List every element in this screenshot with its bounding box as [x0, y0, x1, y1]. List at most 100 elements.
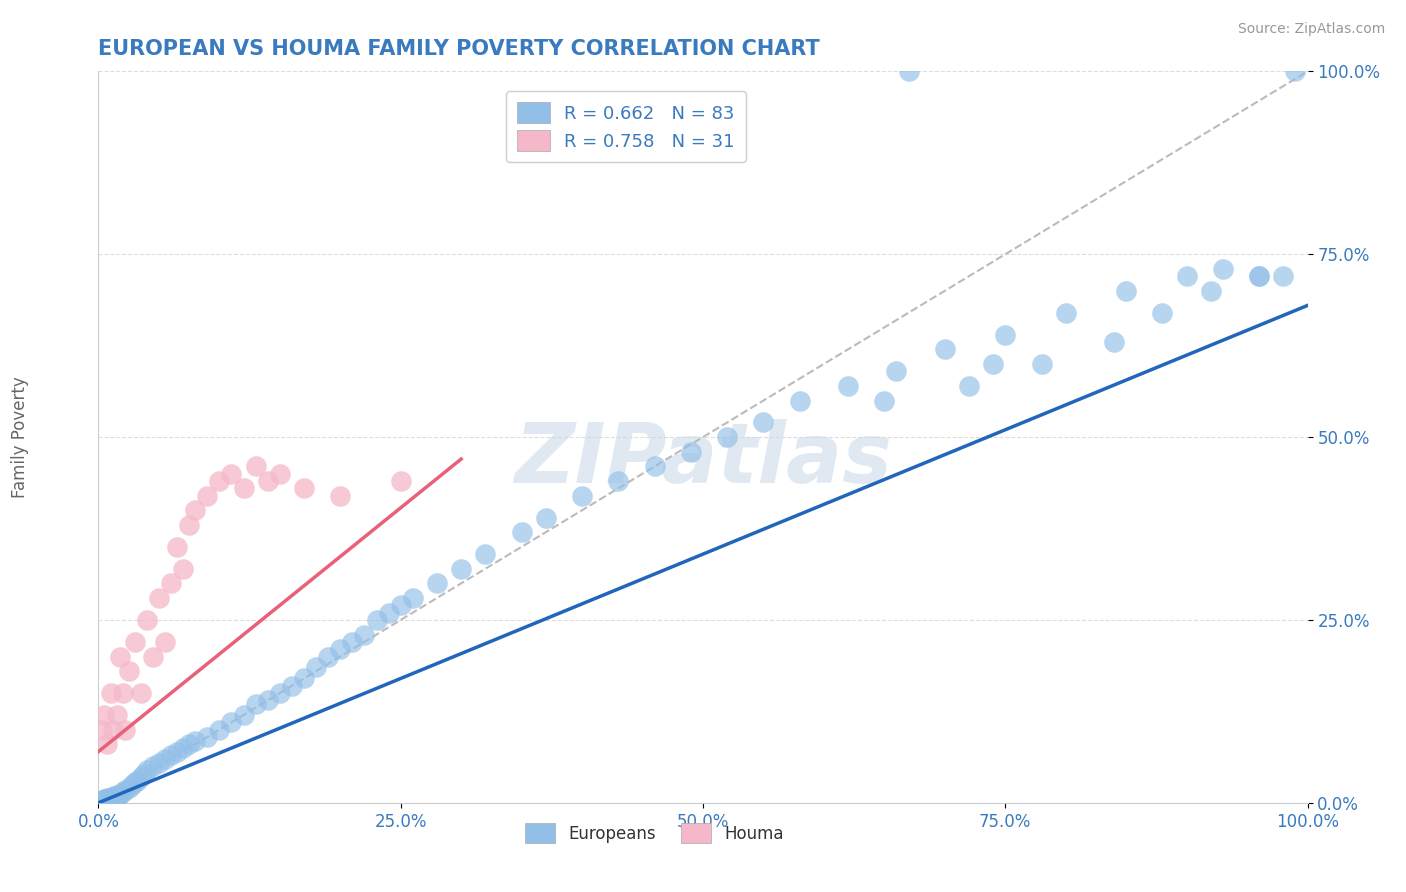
Point: [1199, 284, 1222, 298]
Point: [94, 794, 117, 808]
Text: ZIPatlas: ZIPatlas: [515, 418, 891, 500]
Point: [292, 672, 315, 686]
Point: [897, 64, 920, 78]
Point: [873, 393, 896, 408]
Point: [281, 679, 304, 693]
Point: [232, 708, 254, 723]
Point: [1152, 306, 1174, 320]
Point: [607, 474, 630, 488]
Point: [142, 759, 165, 773]
Point: [837, 379, 859, 393]
Point: [389, 474, 412, 488]
Point: [107, 789, 129, 804]
Point: [245, 459, 267, 474]
Point: [353, 627, 375, 641]
Point: [101, 791, 124, 805]
Point: [118, 664, 141, 678]
Point: [91, 723, 114, 737]
Point: [179, 737, 201, 751]
Point: [221, 715, 243, 730]
Point: [1249, 269, 1271, 284]
Point: [329, 642, 352, 657]
Point: [1115, 284, 1137, 298]
Point: [148, 591, 170, 605]
Point: [377, 606, 399, 620]
Point: [208, 723, 231, 737]
Point: [366, 613, 388, 627]
Point: [184, 503, 207, 517]
Point: [269, 686, 291, 700]
Point: [1272, 269, 1295, 284]
Point: [91, 793, 114, 807]
Point: [389, 599, 412, 613]
Point: [101, 723, 124, 737]
Point: [121, 778, 143, 792]
Point: [1175, 269, 1198, 284]
Point: [105, 789, 128, 803]
Point: [100, 792, 122, 806]
Point: [105, 708, 128, 723]
Point: [124, 635, 146, 649]
Point: [534, 510, 557, 524]
Point: [160, 576, 183, 591]
Point: [96, 737, 118, 751]
Point: [510, 525, 533, 540]
Point: [97, 793, 120, 807]
Point: [195, 489, 218, 503]
Point: [716, 430, 738, 444]
Point: [679, 444, 702, 458]
Point: [90, 794, 112, 808]
Point: [135, 763, 157, 777]
Point: [195, 730, 218, 744]
Point: [129, 770, 152, 784]
Point: [256, 474, 278, 488]
Point: [1102, 334, 1125, 349]
Point: [100, 789, 122, 804]
Point: [316, 649, 339, 664]
Point: [142, 649, 165, 664]
Point: [172, 740, 194, 755]
Point: [474, 547, 496, 561]
Point: [1212, 261, 1234, 276]
Point: [342, 635, 364, 649]
Point: [402, 591, 425, 605]
Point: [1054, 306, 1077, 320]
Point: [329, 489, 352, 503]
Point: [426, 576, 449, 591]
Point: [166, 745, 188, 759]
Point: [1031, 357, 1053, 371]
Point: [172, 562, 194, 576]
Point: [104, 790, 127, 805]
Point: [153, 635, 176, 649]
Point: [644, 459, 666, 474]
Point: [221, 467, 243, 481]
Point: [886, 364, 908, 378]
Point: [160, 748, 183, 763]
Point: [114, 782, 136, 797]
Point: [103, 789, 125, 804]
Point: [166, 540, 188, 554]
Point: [184, 733, 207, 747]
Point: [981, 357, 1004, 371]
Point: [450, 562, 472, 576]
Point: [108, 787, 131, 801]
Point: [118, 781, 141, 796]
Point: [93, 708, 115, 723]
Point: [108, 649, 131, 664]
Point: [91, 794, 114, 808]
Point: [96, 791, 118, 805]
Point: [934, 343, 956, 357]
Point: [208, 474, 231, 488]
Point: [179, 517, 201, 532]
Point: [111, 686, 134, 700]
Point: [124, 775, 146, 789]
Legend: Europeans, Houma: Europeans, Houma: [519, 817, 790, 849]
Point: [957, 379, 980, 393]
Point: [135, 613, 157, 627]
Point: [245, 697, 267, 711]
Point: [269, 467, 291, 481]
Text: EUROPEAN VS HOUMA FAMILY POVERTY CORRELATION CHART: EUROPEAN VS HOUMA FAMILY POVERTY CORRELA…: [98, 38, 820, 59]
Point: [111, 785, 134, 799]
Point: [232, 481, 254, 495]
Point: [98, 790, 121, 805]
